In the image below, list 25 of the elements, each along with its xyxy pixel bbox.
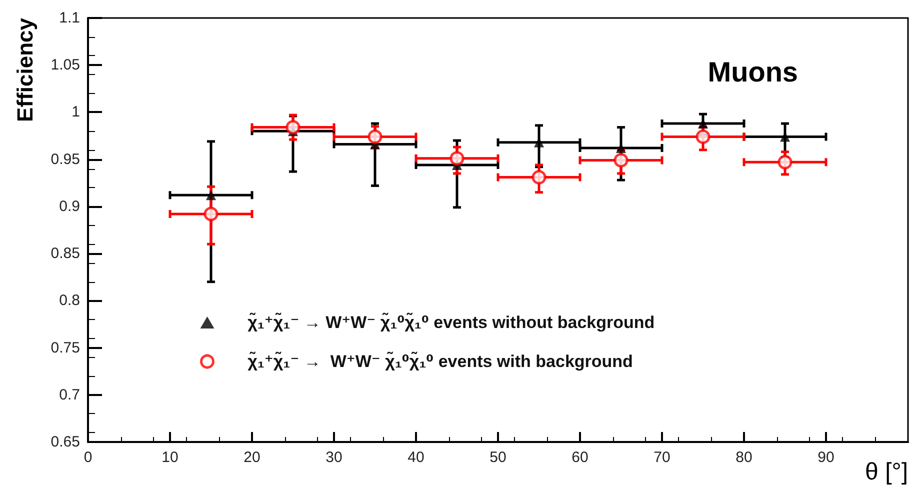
x-axis-title: θ [°] bbox=[865, 458, 908, 485]
y-tick-label: 0.9 bbox=[59, 198, 80, 215]
y-tick-label: 1 bbox=[72, 104, 80, 121]
y-tick-label: 0.7 bbox=[59, 386, 80, 404]
annotation: Muons bbox=[708, 56, 798, 88]
x-tick-label: 90 bbox=[818, 449, 834, 466]
x-tick-label: 0 bbox=[84, 449, 92, 466]
y-tick-label: 1.05 bbox=[50, 56, 80, 74]
y-tick-label: 0.65 bbox=[50, 434, 80, 450]
y-tick-label: 0.95 bbox=[50, 150, 80, 168]
x-tick-label: 70 bbox=[654, 449, 670, 466]
y-tick-label: 1.1 bbox=[59, 10, 80, 26]
y-tick-label: 0.85 bbox=[50, 245, 80, 262]
x-tick-label: 80 bbox=[736, 449, 752, 466]
y-tick-label: 0.8 bbox=[59, 292, 80, 310]
x-tick-label: 30 bbox=[326, 449, 342, 466]
y-tick-label: 0.75 bbox=[50, 339, 80, 356]
x-tick-label: 60 bbox=[572, 449, 588, 466]
x-tick-label: 50 bbox=[490, 449, 506, 466]
x-tick-label: 40 bbox=[408, 449, 424, 466]
legend-label: χ̃₁⁺χ̃₁⁻ → W⁺W⁻ χ̃₁⁰χ̃₁⁰ events with background bbox=[219, 351, 633, 371]
x-tick-label: 20 bbox=[244, 449, 260, 466]
y-axis-title: Efficiency bbox=[12, 17, 38, 122]
legend-label: χ̃₁⁺χ̃₁⁻ → W⁺W⁻ χ̃₁⁰χ̃₁⁰ events without background bbox=[219, 312, 655, 332]
x-tick-label: 10 bbox=[162, 449, 178, 466]
